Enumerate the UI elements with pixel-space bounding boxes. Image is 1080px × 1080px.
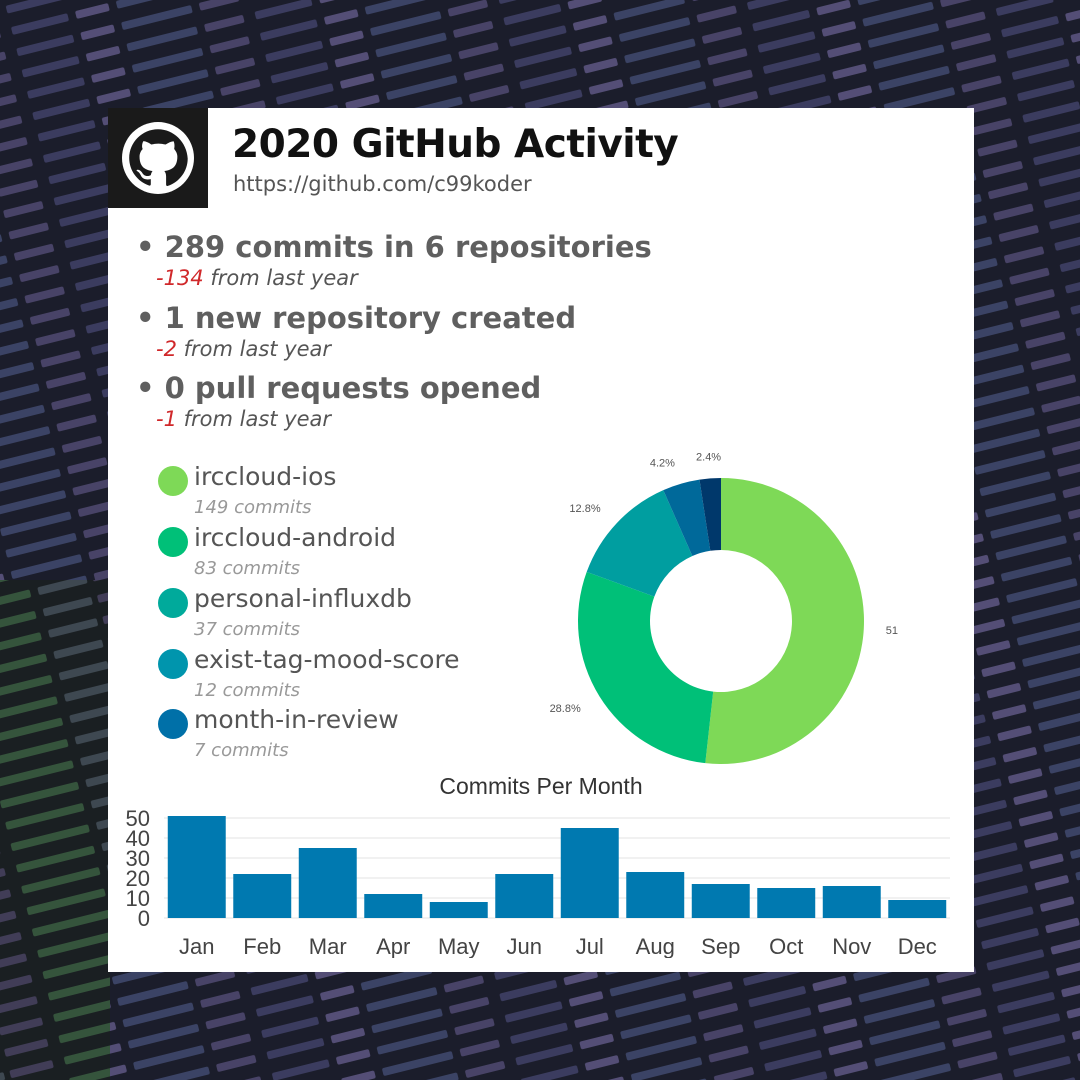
repo-color-dot bbox=[158, 588, 188, 618]
donut-slice-label: 2.4% bbox=[696, 451, 721, 463]
page-title: 2020 GitHub Activity bbox=[232, 122, 679, 167]
repo-color-dot bbox=[158, 709, 188, 739]
donut-slice bbox=[578, 571, 714, 764]
repo-name: irccloud-ios bbox=[194, 462, 337, 491]
bar-chart-title: Commits Per Month bbox=[439, 773, 643, 799]
repo-donut-chart: 51.7% 28.8% 12.8% 4.2% 2.4% bbox=[550, 451, 898, 764]
repo-commit-count: 83 commits bbox=[194, 558, 301, 579]
stat-delta: -134 bbox=[156, 266, 204, 290]
x-tick-label: Aug bbox=[636, 934, 675, 958]
donut-slice bbox=[663, 479, 711, 557]
stat-headline: 289 commits in 6 repositories bbox=[164, 230, 652, 264]
repo-name: month-in-review bbox=[194, 705, 399, 734]
month-bar bbox=[495, 874, 554, 918]
repo-name: irccloud-android bbox=[194, 523, 397, 552]
x-tick-label: Mar bbox=[309, 934, 347, 958]
y-tick-label: 10 bbox=[126, 886, 150, 911]
donut-slice-label: 51.7% bbox=[886, 625, 898, 637]
x-tick-label: Sep bbox=[701, 934, 740, 958]
month-bar bbox=[626, 872, 685, 918]
repo-commit-count: 12 commits bbox=[194, 680, 301, 701]
stat-delta: -2 bbox=[156, 337, 177, 361]
stat-delta-suffix: from last year bbox=[176, 407, 332, 431]
profile-url: https://github.com/c99koder bbox=[233, 172, 532, 196]
month-bar bbox=[429, 902, 488, 918]
y-tick-label: 0 bbox=[138, 906, 150, 931]
repo-name: personal-influxdb bbox=[194, 584, 412, 613]
x-tick-label: Feb bbox=[243, 934, 281, 958]
stat-delta-suffix: from last year bbox=[176, 337, 332, 361]
month-bar bbox=[364, 894, 423, 918]
y-tick-label: 20 bbox=[126, 866, 150, 891]
donut-slice-label: 28.8% bbox=[550, 703, 581, 715]
x-tick-label: Nov bbox=[832, 934, 871, 958]
repo-commit-count: 7 commits bbox=[194, 740, 289, 761]
month-bar bbox=[560, 828, 619, 918]
stat-pull-requests: • 0 pull requests opened -1 from last ye… bbox=[136, 371, 542, 431]
month-bar bbox=[691, 884, 750, 918]
repo-color-dot bbox=[158, 527, 188, 557]
x-tick-label: Oct bbox=[769, 934, 803, 958]
donut-slice-label: 4.2% bbox=[650, 458, 675, 470]
donut-slice bbox=[586, 490, 693, 597]
month-bar bbox=[233, 874, 292, 918]
stat-delta-suffix: from last year bbox=[203, 266, 358, 290]
donut-slice-label: 12.8% bbox=[569, 503, 600, 515]
github-logo bbox=[108, 108, 208, 208]
donut-slice bbox=[705, 478, 865, 764]
y-tick-label: 40 bbox=[126, 826, 150, 851]
repo-color-dot bbox=[158, 466, 188, 496]
stat-delta: -1 bbox=[156, 407, 177, 431]
repo-color-dot bbox=[158, 649, 188, 679]
x-tick-label: Jul bbox=[576, 934, 604, 958]
stat-repositories: • 1 new repository created -2 from last … bbox=[136, 301, 577, 361]
repo-commit-count: 149 commits bbox=[194, 497, 312, 518]
x-tick-label: Jun bbox=[507, 934, 542, 958]
stat-headline: 1 new repository created bbox=[164, 301, 577, 335]
x-tick-label: Jan bbox=[179, 934, 214, 958]
repo-name: exist-tag-mood-score bbox=[194, 645, 460, 674]
donut-slice bbox=[699, 478, 721, 551]
month-bar bbox=[167, 816, 226, 918]
month-bar bbox=[888, 900, 947, 918]
stat-commits: • 289 commits in 6 repositories -134 fro… bbox=[136, 230, 652, 290]
repo-commit-count: 37 commits bbox=[194, 619, 301, 640]
stat-headline: 0 pull requests opened bbox=[164, 371, 542, 405]
x-tick-label: Dec bbox=[898, 934, 937, 958]
github-octocat-icon bbox=[122, 122, 194, 194]
x-tick-label: May bbox=[438, 934, 480, 958]
month-bar bbox=[757, 888, 816, 918]
month-bar bbox=[298, 848, 357, 918]
activity-card: 2020 GitHub Activity https://github.com/… bbox=[108, 108, 974, 972]
month-bar bbox=[822, 886, 881, 918]
x-tick-label: Apr bbox=[376, 934, 410, 958]
y-tick-label: 30 bbox=[126, 846, 150, 871]
y-tick-label: 50 bbox=[126, 806, 150, 831]
